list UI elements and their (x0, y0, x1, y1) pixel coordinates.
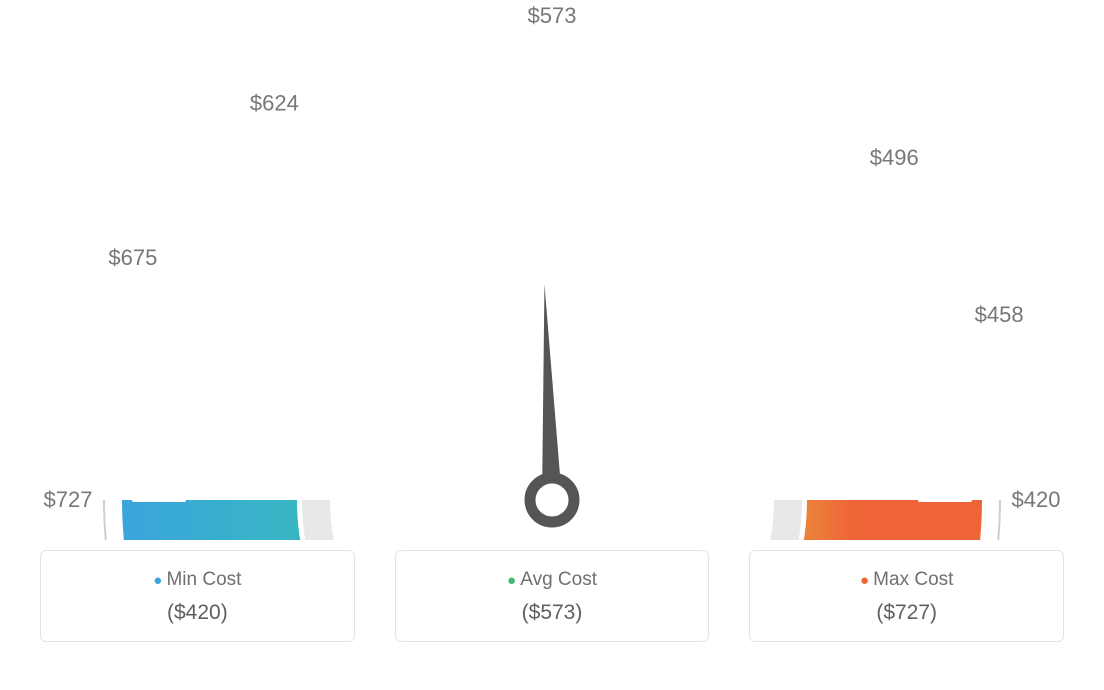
legend-card-max: Max Cost ($727) (749, 550, 1064, 642)
legend-min-value: ($420) (51, 601, 344, 625)
gauge-tick (320, 152, 337, 177)
gauge-hub (530, 478, 574, 522)
legend-card-avg: Avg Cost ($573) (395, 550, 710, 642)
gauge-tick (470, 90, 476, 119)
gauge-tick (768, 152, 785, 177)
gauge-tick-label: $458 (975, 302, 1024, 327)
gauge-tick (693, 114, 712, 160)
gauge-svg: $420 $458 $496 $573 $624 $675 $727 (0, 0, 1104, 540)
legend-avg-label: Avg Cost (406, 569, 699, 591)
gauge-tick (933, 418, 962, 424)
gauge-tick-label: $573 (528, 3, 577, 28)
gauge-needle (542, 284, 562, 500)
gauge-tick (892, 340, 938, 359)
gauge-chart: $420 $458 $496 $573 $624 $675 $727 (0, 0, 1104, 540)
gauge-tick-label: $496 (870, 145, 919, 170)
gauge-tick (875, 268, 900, 285)
legend-max-label: Max Cost (760, 569, 1053, 591)
gauge-tick (204, 268, 229, 285)
legend-min-label: Min Cost (51, 569, 344, 591)
gauge-tick-label: $675 (108, 245, 157, 270)
gauge-tick (256, 204, 291, 239)
gauge-tick (166, 340, 212, 359)
gauge-tick (812, 204, 847, 239)
gauge-tick (392, 114, 411, 160)
legend-card-min: Min Cost ($420) (40, 550, 355, 642)
gauge-tick (628, 90, 634, 119)
gauge-tick-label: $624 (250, 91, 299, 116)
legend-avg-value: ($573) (406, 601, 699, 625)
gauge-tick (142, 418, 171, 424)
gauge-tick-label: $420 (1012, 487, 1061, 512)
legend-max-value: ($727) (760, 601, 1053, 625)
legend-row: Min Cost ($420) Avg Cost ($573) Max Cost… (0, 540, 1104, 642)
gauge-tick-label: $727 (44, 487, 93, 512)
